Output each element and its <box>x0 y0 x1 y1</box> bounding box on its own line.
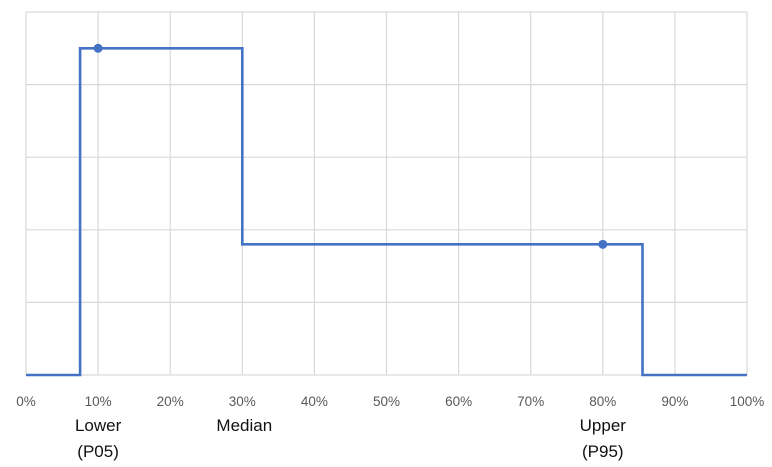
annotation-label-2-1: (P95) <box>582 442 624 461</box>
data-point-marker-0 <box>93 43 103 53</box>
x-tick-label: 60% <box>445 394 472 409</box>
x-tick-label: 20% <box>157 394 184 409</box>
grid-lines <box>25 11 748 376</box>
x-tick-label: 0% <box>16 394 36 409</box>
annotation-labels: Lower (P05) Median Upper (P95) <box>75 416 626 461</box>
x-tick-label: 80% <box>589 394 616 409</box>
x-tick-label: 90% <box>661 394 688 409</box>
x-tick-label: 70% <box>517 394 544 409</box>
x-tick-label: 40% <box>301 394 328 409</box>
series-layer <box>26 47 747 377</box>
data-point-marker-1 <box>598 239 608 249</box>
marker-layer <box>93 43 608 249</box>
x-tick-labels: 0% 10% 20% 30% 40% 50% 60% 70% 80% 90% 100% <box>16 394 764 409</box>
series-line-0 <box>26 47 747 377</box>
x-tick-label: 30% <box>229 394 256 409</box>
annotation-label-0-0: Lower <box>75 416 122 435</box>
x-tick-label: 100% <box>730 394 765 409</box>
annotation-label-1-0: Median <box>216 416 272 435</box>
x-tick-label: 50% <box>373 394 400 409</box>
annotation-label-0-1: (P05) <box>77 442 119 461</box>
annotation-label-2-0: Upper <box>580 416 627 435</box>
x-tick-label: 10% <box>85 394 112 409</box>
